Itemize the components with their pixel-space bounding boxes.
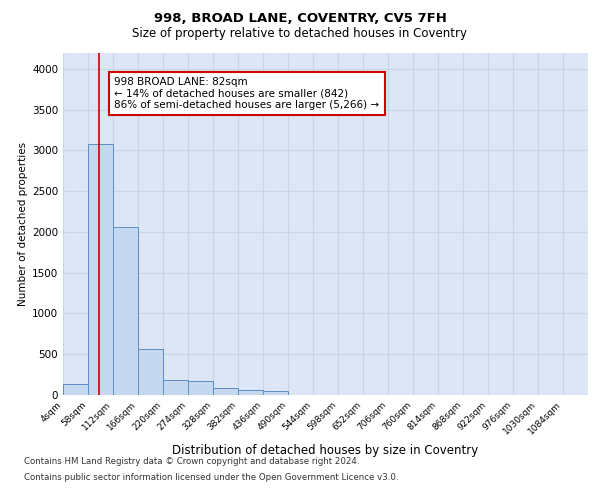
Bar (238, 390, 263, 395)
Bar (163, 380, 188, 395)
Text: Contains HM Land Registry data © Crown copyright and database right 2024.: Contains HM Land Registry data © Crown c… (24, 458, 359, 466)
Text: 998, BROAD LANE, COVENTRY, CV5 7FH: 998, BROAD LANE, COVENTRY, CV5 7FH (154, 12, 446, 26)
Bar (213, 388, 238, 395)
Bar (88, 144, 113, 395)
X-axis label: Distribution of detached houses by size in Coventry: Distribution of detached houses by size … (172, 444, 479, 458)
Bar (188, 381, 213, 395)
Text: Size of property relative to detached houses in Coventry: Size of property relative to detached ho… (133, 28, 467, 40)
Bar (138, 350, 163, 395)
Bar (63, 384, 88, 395)
Y-axis label: Number of detached properties: Number of detached properties (18, 142, 28, 306)
Text: 998 BROAD LANE: 82sqm
← 14% of detached houses are smaller (842)
86% of semi-det: 998 BROAD LANE: 82sqm ← 14% of detached … (115, 77, 380, 110)
Bar (113, 227, 138, 395)
Text: Contains public sector information licensed under the Open Government Licence v3: Contains public sector information licen… (24, 472, 398, 482)
Bar (263, 391, 288, 395)
